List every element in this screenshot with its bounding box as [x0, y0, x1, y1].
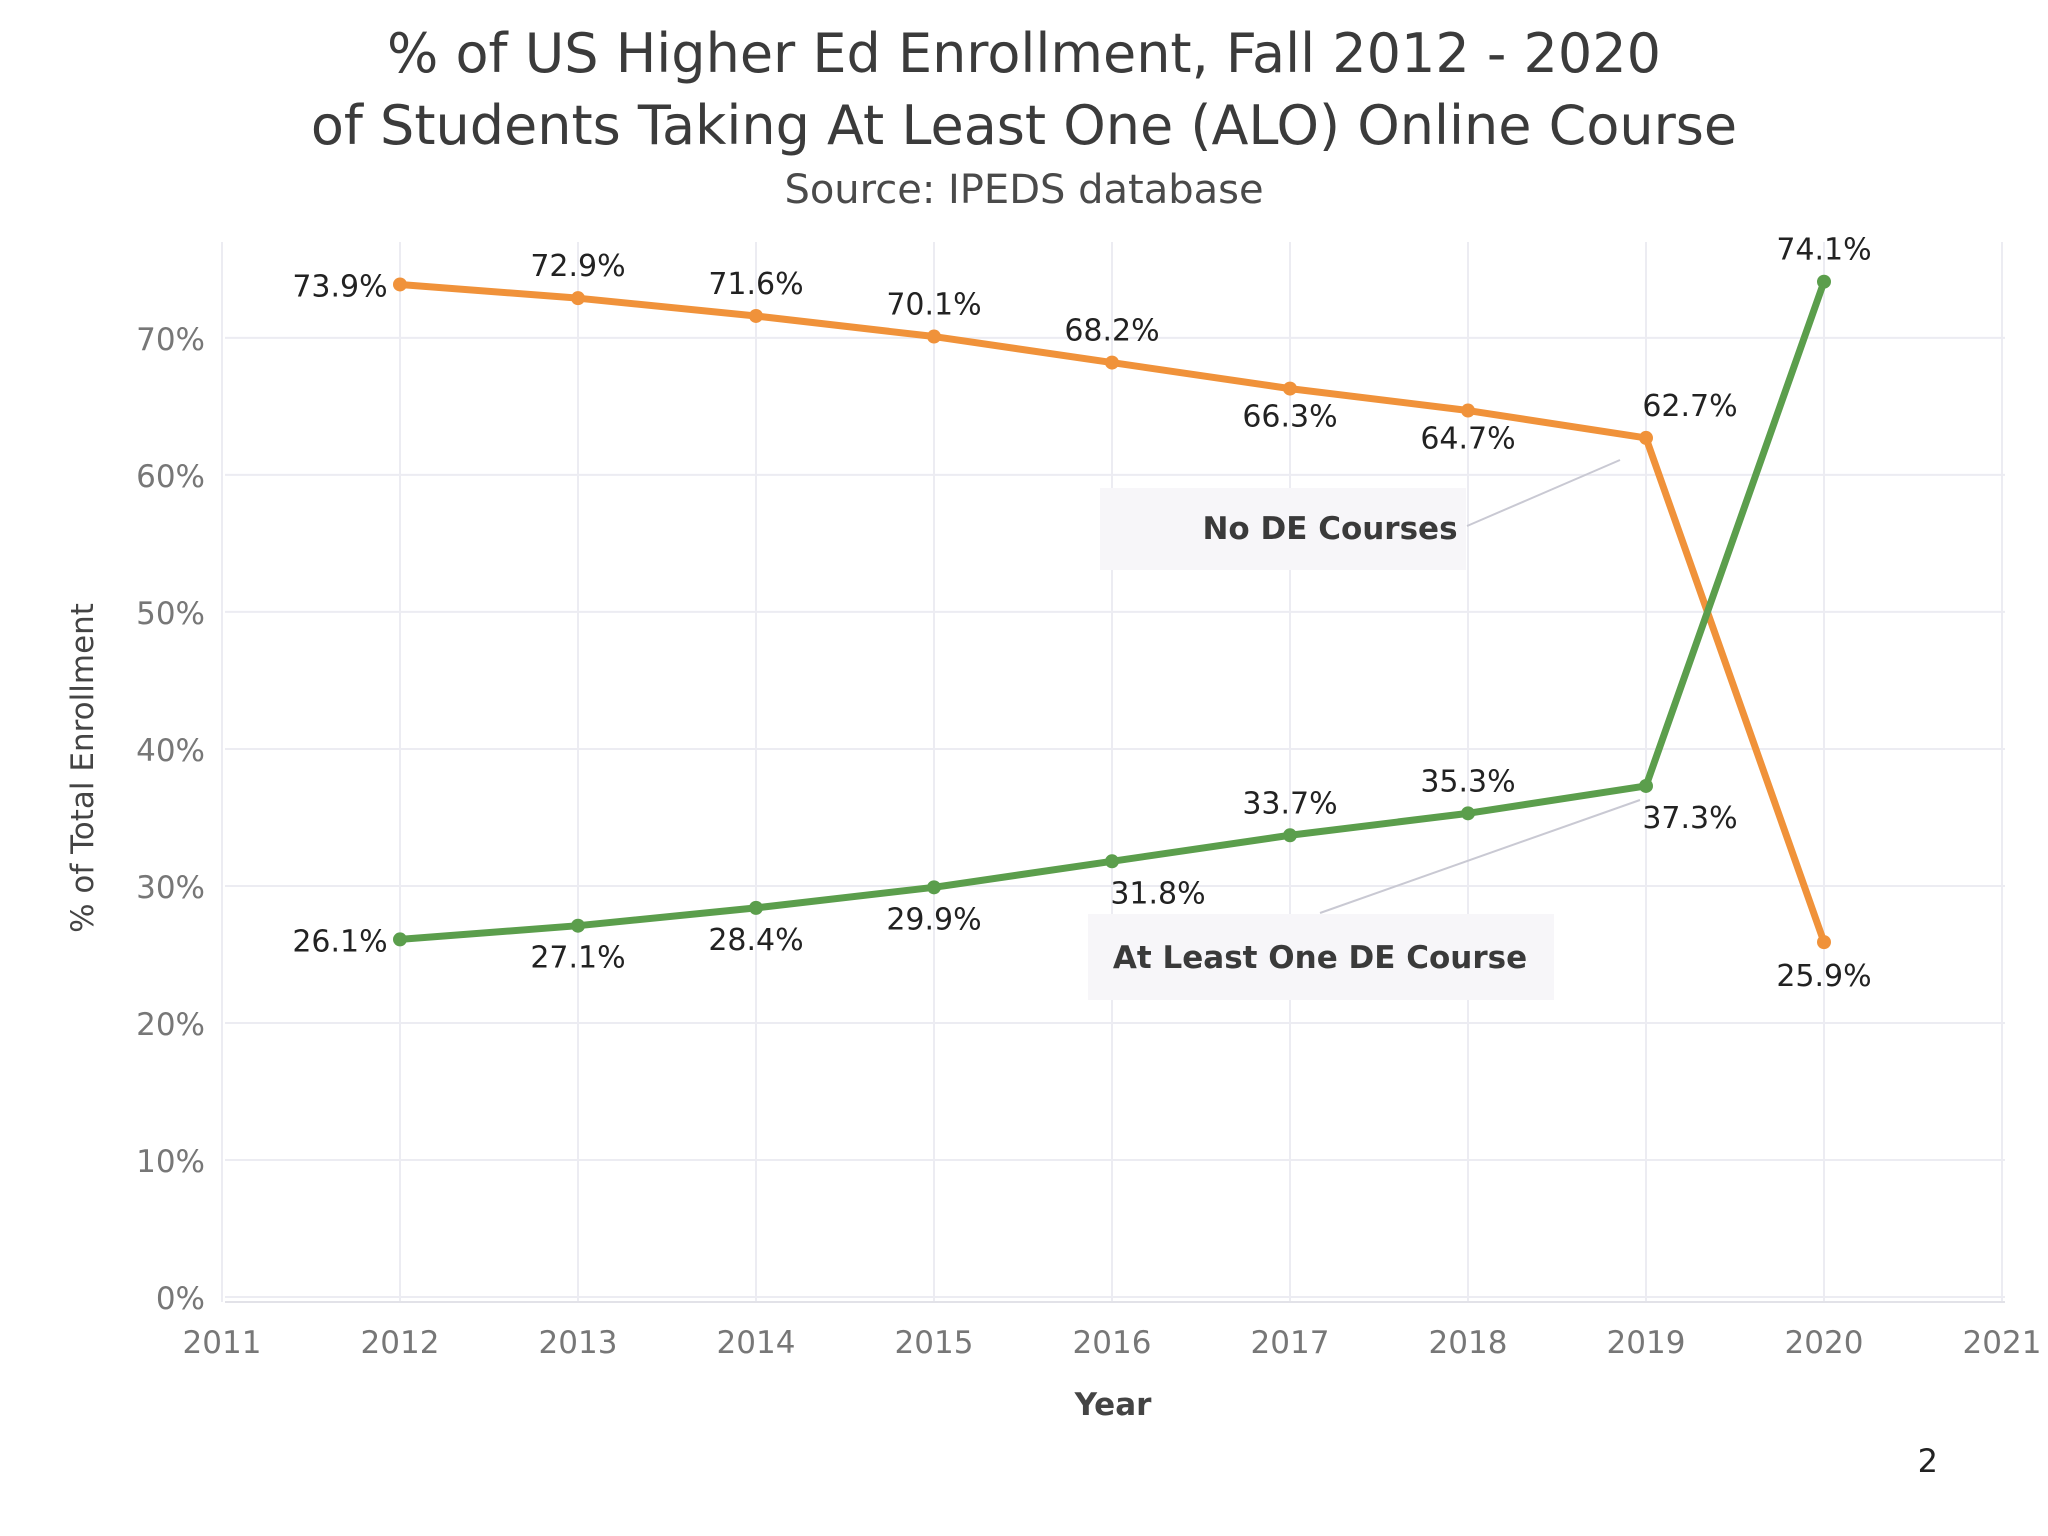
x-tick-label: 2019	[1607, 1325, 1686, 1361]
data-label: 28.4%	[708, 923, 803, 958]
data-point	[1105, 355, 1119, 370]
data-label: 66.3%	[1242, 400, 1337, 435]
data-label: 62.7%	[1642, 389, 1737, 424]
data-point	[1817, 274, 1831, 289]
data-point	[749, 900, 763, 915]
data-point	[927, 880, 941, 895]
y-tick-label: 60%	[136, 459, 205, 495]
data-label: 29.9%	[886, 902, 981, 937]
y-tick-label: 70%	[136, 322, 205, 358]
data-point	[1461, 806, 1475, 821]
y-tick-label: 40%	[136, 733, 205, 769]
annotation-leader-no-de	[1466, 459, 1621, 527]
x-tick-label: 2014	[717, 1325, 796, 1361]
data-point	[571, 918, 585, 933]
series-annotation-no-de: No DE Courses	[1202, 511, 1457, 547]
data-point	[393, 932, 407, 947]
x-tick-label: 2018	[1429, 1325, 1508, 1361]
data-label: 71.6%	[708, 267, 803, 302]
data-label: 72.9%	[530, 249, 625, 284]
y-tick-label: 10%	[136, 1144, 205, 1180]
data-point	[1461, 403, 1475, 418]
x-tick-label: 2020	[1785, 1325, 1864, 1361]
data-point	[1639, 430, 1653, 445]
data-point	[749, 308, 763, 323]
chart-title-block: % of US Higher Ed Enrollment, Fall 2012 …	[0, 18, 2048, 218]
data-label: 31.8%	[1110, 876, 1205, 911]
y-tick-label: 50%	[136, 596, 205, 632]
annotation-box-alo	[1088, 914, 1554, 1000]
x-tick-label: 2013	[539, 1325, 618, 1361]
x-tick-label: 2016	[1073, 1325, 1152, 1361]
data-label: 33.7%	[1242, 786, 1337, 821]
data-point	[927, 329, 941, 344]
data-point	[1817, 935, 1831, 950]
series-annotation-alo: At Least One DE Course	[1113, 940, 1527, 976]
data-point	[1283, 381, 1297, 396]
x-tick-label: 2015	[895, 1325, 974, 1361]
x-tick-label: 2021	[1963, 1325, 2042, 1361]
data-label: 70.1%	[886, 288, 981, 323]
data-point	[393, 277, 407, 292]
y-tick-label: 0%	[156, 1281, 205, 1317]
data-label: 37.3%	[1642, 801, 1737, 836]
y-tick-label: 30%	[136, 870, 205, 906]
data-label: 74.1%	[1776, 233, 1871, 268]
chart-source: Source: IPEDS database	[784, 167, 1264, 213]
data-point	[1283, 828, 1297, 843]
annotation-leader-alo	[1319, 799, 1641, 914]
y-tick-label: 20%	[136, 1007, 205, 1043]
data-label: 68.2%	[1064, 314, 1159, 349]
data-point	[1105, 854, 1119, 869]
data-point	[571, 291, 585, 306]
chart-title: % of US Higher Ed Enrollment, Fall 2012 …	[387, 22, 1661, 85]
data-label: 73.9%	[292, 269, 387, 304]
data-point	[1639, 778, 1653, 793]
plot-area	[225, 242, 2005, 1302]
y-axis-title: % of Total Enrollment	[65, 603, 101, 933]
data-label: 25.9%	[1776, 959, 1871, 994]
data-label: 27.1%	[530, 941, 625, 976]
x-tick-label: 2017	[1251, 1325, 1330, 1361]
x-tick-label: 2011	[183, 1325, 262, 1361]
x-axis-title: Year	[1074, 1387, 1153, 1423]
data-label: 64.7%	[1420, 422, 1515, 457]
page-number: 2	[1917, 1442, 1938, 1480]
chart-subtitle: of Students Taking At Least One (ALO) On…	[310, 94, 1738, 157]
data-label: 26.1%	[292, 924, 387, 959]
annotation-box-no-de	[1100, 488, 1466, 570]
data-label: 35.3%	[1420, 764, 1515, 799]
x-tick-label: 2012	[361, 1325, 440, 1361]
